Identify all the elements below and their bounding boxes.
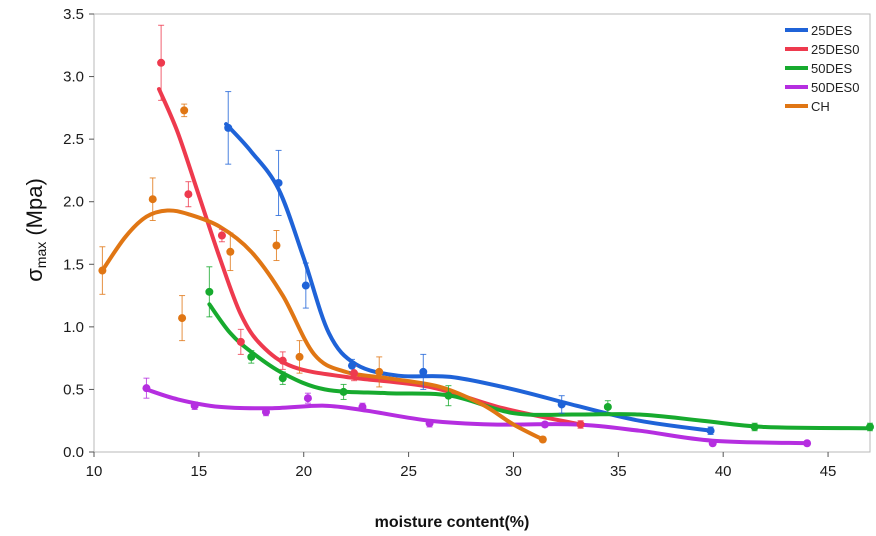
data-point-50des [603,402,612,411]
x-axis-label: moisture content(%) [375,514,530,531]
data-point-25des [706,426,715,435]
data-point-50des0 [540,420,549,429]
x-tick-label: 25 [400,463,417,480]
data-point-25des [347,361,356,370]
x-tick-label: 40 [715,463,732,480]
data-point-50des0 [708,439,717,448]
y-tick-label: 1.0 [63,319,84,336]
x-tick-label: 45 [820,463,837,480]
y-tick-label: 0.0 [63,444,84,461]
y-axis-label: σmax (Mpa) [22,178,49,282]
data-point-ch [295,352,304,361]
data-point-25des0 [184,190,193,199]
y-axis-label-unit: (Mpa) [22,178,47,242]
data-point-25des [274,178,283,187]
y-tick-label: 2.5 [63,131,84,148]
y-axis-label-sub: max [33,242,49,268]
data-point-50des0 [425,419,434,428]
data-point-50des [444,391,453,400]
legend-label-50des0: 50DES0 [811,80,859,95]
y-tick-label: 1.5 [63,256,84,273]
data-point-50des [278,374,287,383]
data-point-25des0 [157,58,166,67]
data-point-50des [205,287,214,296]
x-tick-label: 35 [610,463,627,480]
data-point-25des [557,400,566,409]
data-point-50des [750,422,759,431]
data-point-25des0 [350,369,359,378]
data-point-25des [301,281,310,290]
data-point-50des0 [358,402,367,411]
data-point-ch [180,106,189,115]
legend-label-50des: 50DES [811,61,853,76]
x-tick-label: 15 [191,463,208,480]
y-tick-label: 0.5 [63,381,84,398]
axes: 10 15 20 25 30 35 40 45 0.0 0.5 1.0 1.5 2.0 2.5 3.0 3.5 [63,6,836,480]
data-point-ch [148,195,157,204]
data-point-50des0 [190,401,199,410]
data-point-ch [538,435,547,444]
data-point-50des [339,387,348,396]
data-point-25des0 [278,356,287,365]
legend-label-25des0: 25DES0 [811,42,859,57]
data-point-25des0 [236,337,245,346]
data-point-ch [226,247,235,256]
x-tick-label: 30 [505,463,522,480]
y-tick-label: 2.0 [63,194,84,211]
data-points [98,58,874,448]
legend-label-ch: CH [811,99,830,114]
data-point-50des0 [142,384,151,393]
data-point-25des0 [576,420,585,429]
fit-curve-50des0 [144,387,810,446]
data-point-50des0 [303,394,312,403]
data-point-50des [247,352,256,361]
y-axis-label-main: σ [22,268,47,282]
data-point-ch [178,314,187,323]
data-point-50des0 [803,439,812,448]
data-point-ch [98,266,107,275]
data-point-ch [375,367,384,376]
x-tick-label: 10 [86,463,103,480]
legend: 25DES 25DES0 50DES 50DES0 CH [785,23,859,114]
data-point-50des0 [261,407,270,416]
data-point-25des [224,123,233,132]
data-point-50des [866,422,874,431]
legend-label-25des: 25DES [811,23,853,38]
y-tick-label: 3.5 [63,6,84,23]
data-point-ch [272,241,281,250]
x-tick-label: 20 [295,463,312,480]
y-tick-label: 3.0 [63,69,84,86]
data-point-25des0 [217,231,226,240]
data-point-25des [419,367,428,376]
